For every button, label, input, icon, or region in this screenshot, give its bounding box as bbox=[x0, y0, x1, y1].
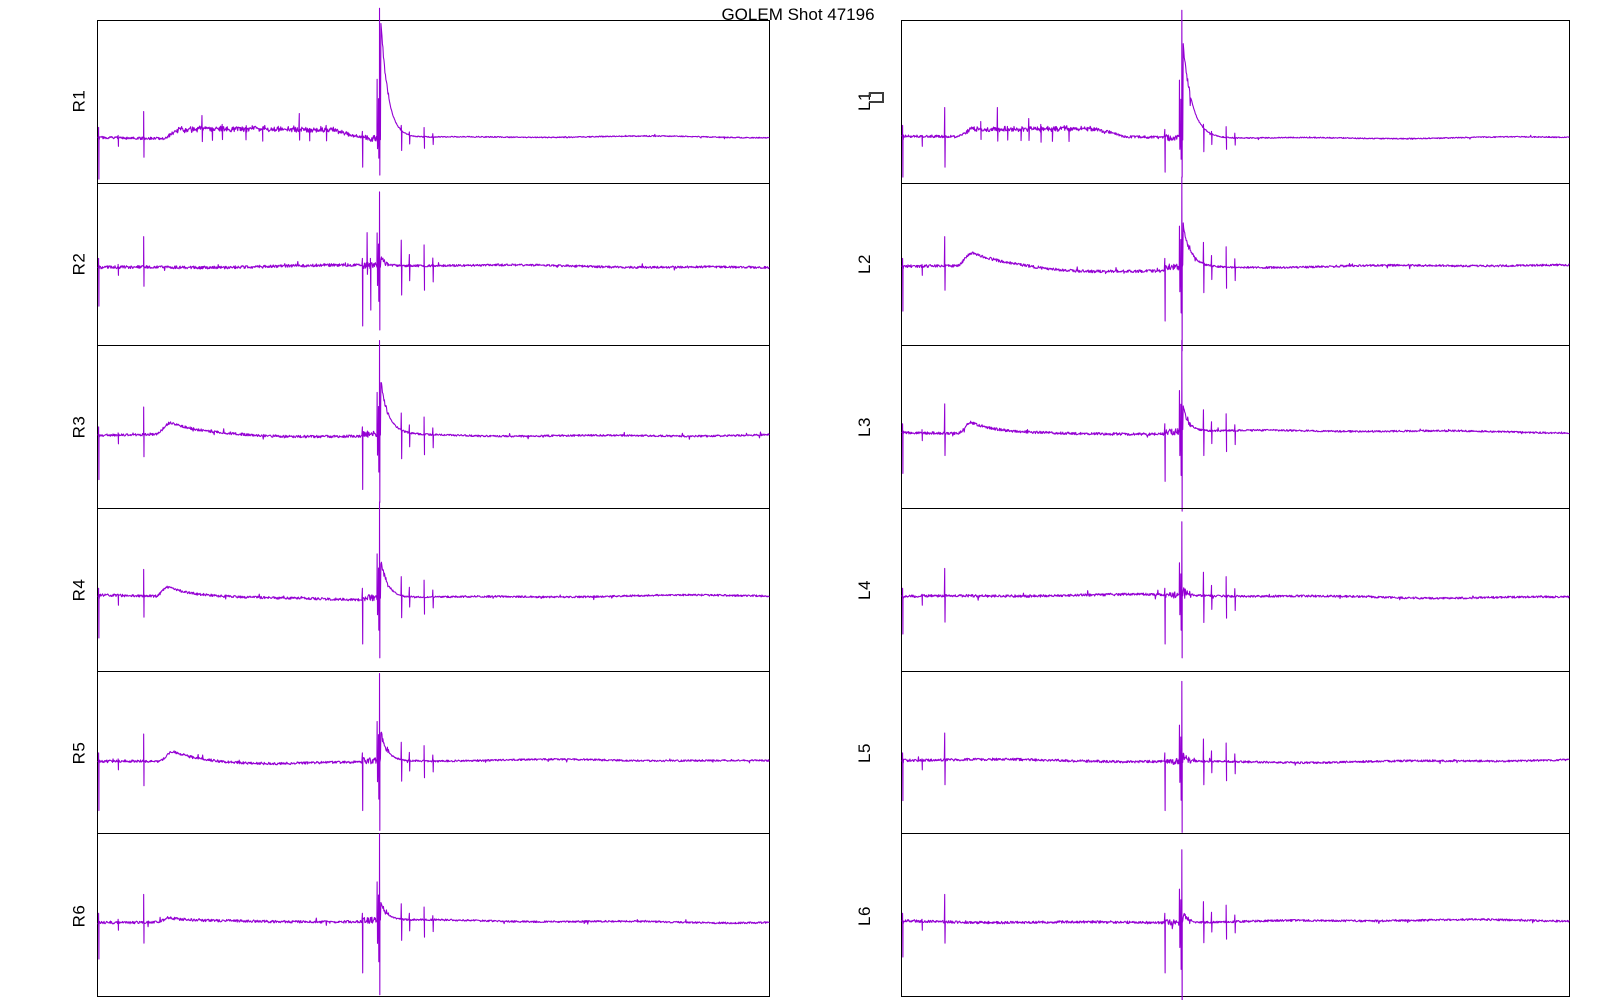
plot-title: GOLEM Shot 47196 bbox=[721, 5, 875, 24]
cursor-artifact-icon bbox=[869, 92, 884, 103]
panel-L4 bbox=[902, 508, 1569, 671]
panel-label-text: L2 bbox=[854, 254, 874, 275]
right-panel-column bbox=[901, 20, 1570, 997]
panel-label-R5: R5 bbox=[59, 671, 99, 834]
signal-trace-R5 bbox=[98, 672, 769, 834]
panel-L6 bbox=[902, 833, 1569, 996]
signal-trace-R3 bbox=[98, 346, 769, 508]
panel-label-L2: L2 bbox=[845, 183, 885, 346]
panel-label-text: L4 bbox=[854, 579, 874, 600]
panel-R4 bbox=[98, 508, 769, 671]
signal-trace-L5 bbox=[902, 672, 1569, 834]
panel-label-text: R4 bbox=[68, 578, 88, 602]
panel-label-text: L6 bbox=[854, 905, 874, 926]
panel-label-text: R1 bbox=[68, 90, 88, 113]
panel-label-R1: R1 bbox=[59, 20, 99, 183]
panel-L1 bbox=[902, 21, 1569, 183]
panel-L3 bbox=[902, 345, 1569, 508]
panel-label-text: R6 bbox=[68, 904, 88, 927]
panel-label-text: R3 bbox=[68, 415, 88, 439]
panel-label-R2: R2 bbox=[59, 183, 99, 346]
panel-R5 bbox=[98, 670, 769, 834]
signal-trace-L1 bbox=[902, 21, 1569, 183]
panel-label-text: L5 bbox=[854, 742, 874, 763]
signal-trace-R6 bbox=[98, 834, 769, 996]
panel-label-text: R2 bbox=[68, 252, 88, 276]
panel-L5 bbox=[902, 670, 1569, 834]
panel-L2 bbox=[902, 183, 1569, 346]
signal-trace-L2 bbox=[902, 184, 1569, 346]
panel-label-text: L3 bbox=[854, 417, 874, 438]
left-panel-column bbox=[97, 20, 770, 997]
panel-R2 bbox=[98, 182, 769, 346]
panel-label-L5: L5 bbox=[845, 671, 885, 834]
signal-trace-L6 bbox=[902, 834, 1569, 996]
panel-label-L4: L4 bbox=[845, 509, 885, 672]
panel-label-L3: L3 bbox=[845, 346, 885, 509]
signal-trace-L3 bbox=[902, 346, 1569, 508]
panel-label-R3: R3 bbox=[59, 346, 99, 509]
panel-label-R4: R4 bbox=[59, 509, 99, 672]
panel-label-text: R5 bbox=[68, 741, 88, 765]
signal-trace-R2 bbox=[98, 184, 769, 346]
panel-R6 bbox=[98, 833, 769, 996]
panel-label-R6: R6 bbox=[59, 834, 99, 997]
signal-trace-R4 bbox=[98, 509, 769, 671]
signal-trace-R1 bbox=[98, 21, 769, 183]
panel-R1 bbox=[98, 21, 769, 183]
panel-R3 bbox=[98, 345, 769, 508]
signal-trace-L4 bbox=[902, 509, 1569, 671]
panel-label-L6: L6 bbox=[845, 834, 885, 997]
